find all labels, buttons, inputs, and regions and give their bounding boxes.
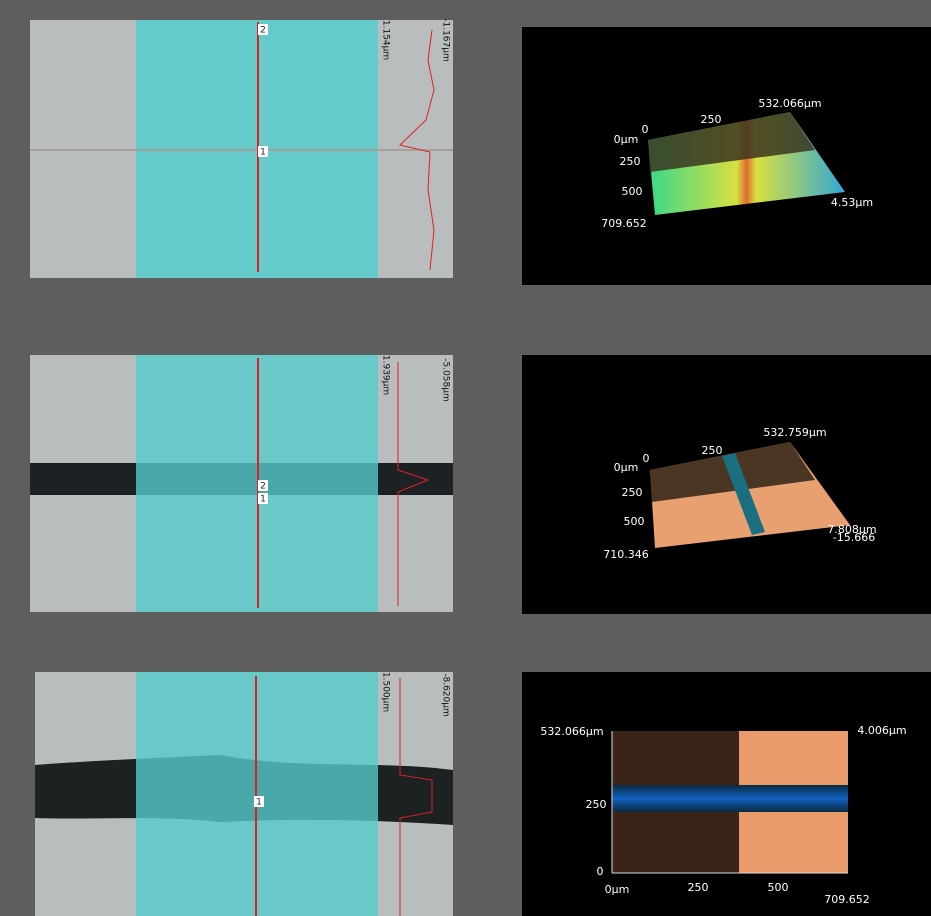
range-label: -5.058μm — [441, 358, 451, 402]
marker: 2 — [260, 26, 266, 36]
axis-label: 250 — [702, 444, 723, 457]
profile-image: 1 1.500μm -8.620μm — [35, 672, 453, 916]
axis-label: 532.066μm — [540, 725, 603, 738]
profile-image: 2 1 1.154μm -1.167μm — [30, 18, 453, 278]
3d-view: 532.759μm 250 0μm 0 250 500 710.346 7.80… — [522, 355, 931, 614]
axis-label: 709.652 — [601, 217, 647, 230]
axis-label: 500 — [624, 515, 645, 528]
screen: 2 1 1.154μm -1.167μm 532.066μm 250 0μm 0… — [0, 0, 931, 916]
marker: 1 — [260, 148, 266, 158]
axis-label: 0 — [642, 123, 649, 136]
2d-view: 532.066μm 4.006μm 250 0 0μm 250 500 709.… — [522, 672, 931, 916]
axis-label: 500 — [622, 185, 643, 198]
axis-label: 532.066μm — [758, 97, 821, 110]
axis-label: 532.759μm — [763, 426, 826, 439]
range-label: 1.939μm — [381, 355, 391, 395]
marker: 2 — [260, 482, 266, 492]
axis-label: 250 — [701, 113, 722, 126]
page: {"panels": [ {"profile": {"markers": ["2… — [0, 0, 931, 916]
axis-label: 250 — [622, 486, 643, 499]
axis-label: 4.006μm — [857, 724, 906, 737]
range-label: 1.500μm — [381, 672, 391, 712]
axis-label: 250 — [688, 881, 709, 894]
axis-label: 250 — [620, 155, 641, 168]
axis-label: -15.666 — [833, 531, 875, 544]
range-label: -1.167μm — [441, 18, 451, 62]
axis-label: 500 — [768, 881, 789, 894]
axis-label: 0 — [597, 865, 604, 878]
axis-label: 709.652 — [824, 893, 870, 906]
marker: 1 — [256, 798, 262, 808]
axis-label: 0 — [643, 452, 650, 465]
axis-label: 710.346 — [603, 548, 649, 561]
3d-view: 532.066μm 250 0μm 0 250 500 709.652 4.53… — [522, 27, 931, 285]
marker: 1 — [260, 495, 266, 505]
axis-label: 250 — [586, 798, 607, 811]
groove — [612, 785, 848, 812]
range-label: -8.620μm — [441, 673, 451, 717]
axis-label: 0μm — [605, 883, 630, 896]
profile-image: 2 1 1.939μm -5.058μm — [30, 355, 453, 612]
range-label: 1.154μm — [381, 20, 391, 60]
axis-label: 0μm — [614, 461, 639, 474]
axis-label: 4.53μm — [831, 196, 873, 209]
axis-label: 0μm — [614, 133, 639, 146]
